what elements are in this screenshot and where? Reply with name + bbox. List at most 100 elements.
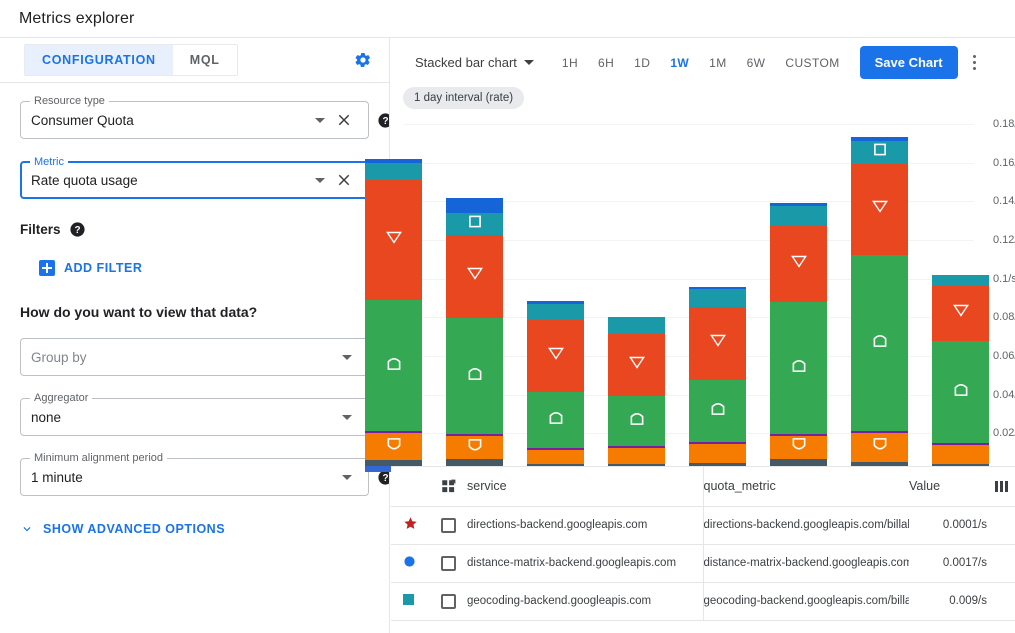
bar-stack[interactable]: [932, 124, 989, 472]
bar-segment[interactable]: [770, 433, 827, 436]
bar-segment[interactable]: [527, 463, 584, 468]
bar-segment[interactable]: [689, 289, 746, 307]
bar-segment[interactable]: [689, 380, 746, 443]
bar-segment[interactable]: [365, 158, 422, 163]
bar-segment[interactable]: [689, 462, 746, 468]
range-1m[interactable]: 1M: [699, 50, 736, 76]
row-checkbox[interactable]: [440, 517, 456, 533]
bar-segment[interactable]: [770, 203, 827, 206]
chart-plot-area[interactable]: 00.02/s0.04/s0.06/s0.08/s0.1/s0.12/s0.14…: [365, 118, 1015, 492]
bar-segment[interactable]: [932, 274, 989, 287]
range-6w[interactable]: 6W: [737, 50, 776, 76]
bar-segment[interactable]: [608, 316, 665, 334]
bar-segment[interactable]: [446, 433, 503, 437]
bar-stack[interactable]: [446, 124, 503, 472]
bar-segment[interactable]: [932, 443, 989, 445]
add-filter-button[interactable]: ADD FILTER: [39, 260, 369, 276]
chevron-down-icon[interactable]: [315, 117, 325, 123]
bar-segment[interactable]: [365, 180, 422, 300]
bar-stack[interactable]: [365, 124, 422, 472]
filters-help-icon[interactable]: ?: [69, 221, 86, 238]
bar-segment[interactable]: [770, 224, 827, 303]
bar-segment[interactable]: [365, 431, 422, 434]
save-chart-button[interactable]: Save Chart: [859, 46, 958, 79]
bar-segment[interactable]: [446, 317, 503, 434]
bar-segment[interactable]: [932, 444, 989, 464]
bar-segment[interactable]: [527, 320, 584, 392]
header-value[interactable]: Value: [909, 467, 987, 507]
bar-stack[interactable]: [689, 124, 746, 472]
table-row[interactable]: geocoding-backend.googleapis.com geocodin…: [391, 582, 1015, 621]
bar-segment[interactable]: [527, 301, 584, 304]
tab-configuration[interactable]: CONFIGURATION: [25, 45, 173, 75]
bar-stack[interactable]: [851, 124, 908, 472]
alignment-period-help-icon[interactable]: ?: [377, 469, 389, 486]
bar-segment[interactable]: [932, 340, 989, 443]
bar-segment[interactable]: [770, 205, 827, 225]
bar-segment[interactable]: [851, 461, 908, 467]
bar-stack[interactable]: [527, 124, 584, 472]
bar-segment[interactable]: [527, 449, 584, 464]
range-1w[interactable]: 1W: [660, 50, 699, 76]
bar-segment[interactable]: [608, 446, 665, 449]
bar-segment[interactable]: [365, 433, 422, 461]
bar-segment[interactable]: [689, 287, 746, 290]
bar-segment[interactable]: [365, 299, 422, 432]
clear-resource-type-icon[interactable]: [335, 111, 353, 129]
bar-segment[interactable]: [608, 448, 665, 464]
range-6h[interactable]: 6H: [588, 50, 624, 76]
bar-segment[interactable]: [527, 391, 584, 448]
bar-segment[interactable]: [446, 197, 503, 214]
chevron-down-icon[interactable]: [315, 177, 325, 183]
bar-segment[interactable]: [689, 306, 746, 381]
bar-segment[interactable]: [770, 459, 827, 467]
resource-type-help-icon[interactable]: ?: [377, 112, 389, 129]
bar-segment[interactable]: [851, 254, 908, 431]
interval-chip[interactable]: 1 day interval (rate): [403, 87, 525, 109]
tab-mql[interactable]: MQL: [172, 45, 237, 75]
bar-stack[interactable]: [608, 124, 665, 472]
alignment-period-field[interactable]: Minimum alignment period 1 minute ?: [20, 452, 389, 496]
bar-segment[interactable]: [851, 163, 908, 255]
bar-segment[interactable]: [770, 302, 827, 434]
clear-metric-icon[interactable]: [335, 171, 353, 189]
gear-icon[interactable]: [349, 46, 377, 74]
resource-type-field[interactable]: Resource type Consumer Quota ?: [20, 95, 389, 139]
chart-type-selector[interactable]: Stacked bar chart: [415, 55, 534, 70]
range-1h[interactable]: 1H: [552, 50, 588, 76]
bar-segment[interactable]: [689, 444, 746, 463]
metric-field[interactable]: Metric Rate quota usage ?: [20, 156, 389, 199]
aggregator-field[interactable]: Aggregator none ?: [20, 392, 389, 436]
table-row[interactable]: directions-backend.googleapis.com directi…: [391, 506, 1015, 545]
table-row[interactable]: distance-matrix-backend.googleapis.com di…: [391, 544, 1015, 583]
header-quota-metric[interactable]: quota_metric: [702, 467, 909, 507]
bar-segment[interactable]: [527, 447, 584, 450]
bar-segment[interactable]: [365, 460, 422, 467]
chevron-down-icon[interactable]: [342, 354, 352, 360]
bar-segment[interactable]: [365, 162, 422, 181]
bar-stack[interactable]: [770, 124, 827, 472]
bar-segment[interactable]: [932, 463, 989, 468]
chevron-down-icon[interactable]: [342, 414, 352, 420]
range-custom[interactable]: CUSTOM: [775, 50, 849, 76]
kebab-menu-icon[interactable]: [962, 48, 988, 78]
columns-settings-icon[interactable]: [987, 480, 1015, 492]
range-1d[interactable]: 1D: [624, 50, 660, 76]
bar-segment[interactable]: [608, 395, 665, 447]
bar-segment[interactable]: [446, 459, 503, 467]
bar-segment[interactable]: [770, 435, 827, 460]
row-checkbox[interactable]: [440, 555, 456, 571]
bar-segment[interactable]: [851, 430, 908, 433]
bar-segment[interactable]: [446, 234, 503, 318]
chevron-down-icon[interactable]: [342, 474, 352, 480]
bar-segment[interactable]: [689, 442, 746, 445]
bar-segment[interactable]: [851, 140, 908, 164]
header-service[interactable]: service: [467, 467, 703, 507]
row-checkbox[interactable]: [440, 593, 456, 609]
bar-segment[interactable]: [851, 432, 908, 462]
bar-segment[interactable]: [446, 213, 503, 235]
group-by-field[interactable]: Group by ?: [20, 338, 389, 376]
bar-segment[interactable]: [608, 333, 665, 396]
bar-segment[interactable]: [851, 136, 908, 141]
group-by-icon[interactable]: [429, 478, 467, 494]
